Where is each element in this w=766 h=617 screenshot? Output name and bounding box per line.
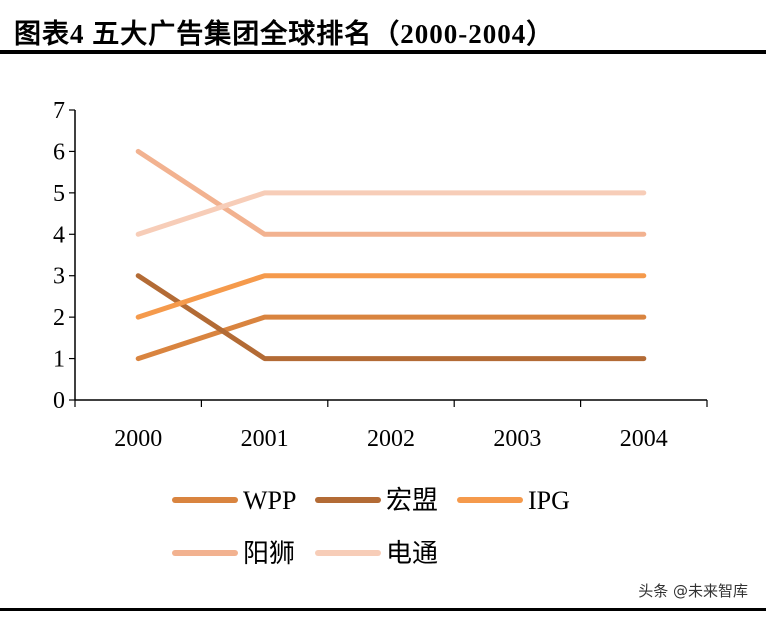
- legend-label: 宏盟: [386, 486, 438, 515]
- y-tick-label: 3: [53, 264, 65, 290]
- x-tick-label: 2004: [620, 426, 668, 452]
- y-tick-label: 2: [53, 305, 65, 331]
- y-tick-label: 0: [53, 388, 65, 414]
- series-line-电通: [135, 190, 647, 237]
- x-tick-label: 2000: [114, 426, 162, 452]
- legend-label: IPG: [528, 486, 570, 515]
- series-line-宏盟: [135, 273, 647, 362]
- bottom-divider: [0, 608, 766, 611]
- legend-label: 阳狮: [243, 539, 295, 568]
- y-tick-label: 4: [53, 222, 65, 248]
- x-tick-label: 2003: [493, 426, 541, 452]
- x-tick-label: 2001: [241, 426, 289, 452]
- y-tick-label: 1: [53, 347, 65, 373]
- x-tick-label: 2002: [367, 426, 415, 452]
- legend-label: WPP: [243, 486, 296, 515]
- y-tick-label: 5: [53, 181, 65, 207]
- title-divider: [0, 50, 766, 54]
- y-tick-label: 6: [53, 139, 65, 165]
- chart-title: 图表4 五大广告集团全球排名（2000-2004）: [14, 19, 555, 49]
- legend-label: 电通: [386, 539, 438, 568]
- y-tick-label: 7: [53, 98, 65, 124]
- watermark: 头条 @未来智库: [638, 582, 748, 600]
- series-line-IPG: [135, 273, 647, 320]
